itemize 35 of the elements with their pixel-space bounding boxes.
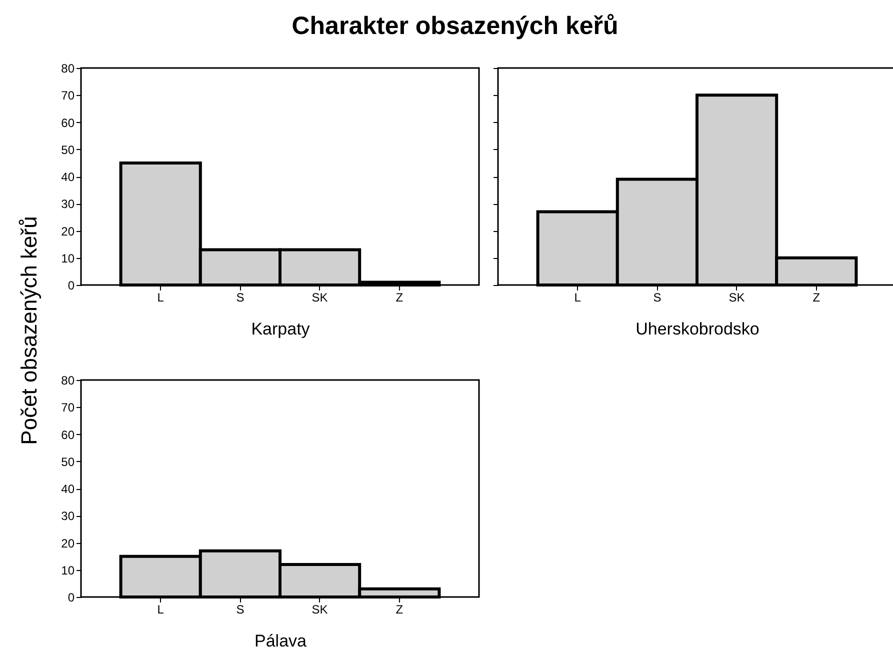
x-tick-label: SK — [728, 290, 745, 304]
x-tick-label: L — [157, 602, 164, 616]
y-tick-label: 40 — [61, 170, 75, 184]
y-tick-label: 80 — [61, 374, 75, 388]
x-tick-label: L — [574, 290, 582, 304]
y-tick-label: 20 — [61, 224, 75, 238]
x-tick-label: Z — [396, 290, 404, 304]
y-tick-label: 30 — [61, 197, 75, 212]
y-axis-title: Počet obsazených keřů — [16, 216, 42, 445]
y-tick-label: 50 — [61, 454, 75, 469]
y-tick-label: 10 — [61, 563, 75, 578]
y-tick-label: 40 — [61, 482, 75, 496]
x-tick-label: Z — [396, 602, 404, 616]
y-tick-label: 10 — [61, 251, 75, 266]
x-tick-label: S — [653, 290, 662, 304]
x-tick-label: S — [236, 290, 244, 304]
y-tick-label: 0 — [68, 590, 75, 604]
y-tick-label: 50 — [61, 142, 75, 157]
y-tick-label: 30 — [61, 509, 75, 524]
x-axis-title: Uherskobrodsko — [636, 320, 760, 338]
x-tick-label: Z — [812, 290, 820, 304]
x-axis-title: Pálava — [254, 632, 308, 650]
x-tick-label: S — [236, 602, 244, 616]
x-tick-label: L — [157, 290, 164, 304]
y-tick-label: 20 — [61, 536, 75, 550]
y-tick-label: 70 — [61, 400, 75, 415]
x-axis-title: Karpaty — [251, 320, 310, 338]
x-tick-label: SK — [312, 290, 328, 304]
y-tick-label: 70 — [61, 88, 75, 103]
y-tick-label: 80 — [61, 62, 75, 76]
x-tick-label: SK — [312, 602, 328, 616]
chart-title: Charakter obsazených keřů — [290, 12, 620, 41]
y-tick-label: 0 — [68, 278, 75, 292]
y-tick-label: 60 — [61, 116, 75, 130]
y-tick-label: 60 — [61, 428, 75, 442]
